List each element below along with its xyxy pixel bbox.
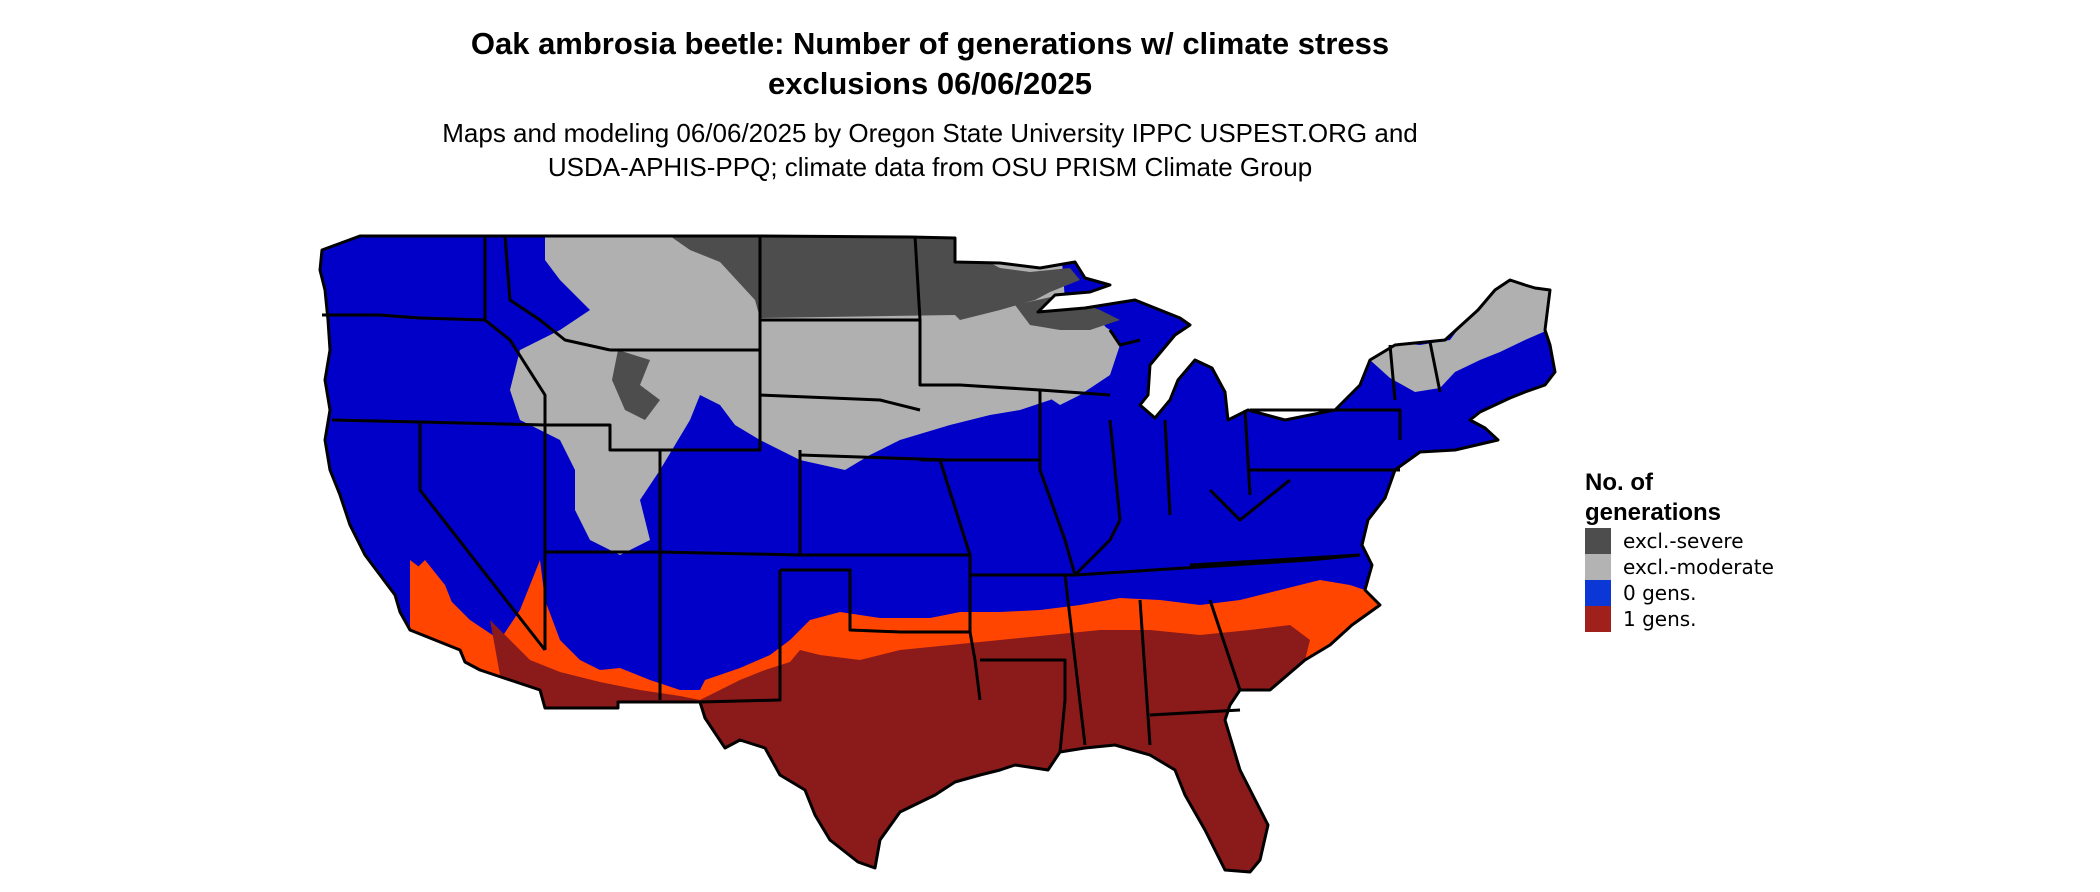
border-pa-ny [1250, 408, 1402, 440]
legend-item-excl-moderate: excl.-moderate [1585, 554, 1905, 580]
border-al-ga [1208, 599, 1242, 691]
border-nm-tx [699, 570, 782, 704]
map-title: Oak ambrosia beetle: Number of generatio… [0, 24, 1860, 104]
border-il-in-ky [1038, 390, 1122, 577]
border-mo-east [938, 459, 982, 701]
legend-title: No. of generations [1585, 468, 1905, 528]
map-header: Oak ambrosia beetle: Number of generatio… [0, 24, 1860, 184]
border-ny-ne [1388, 341, 1442, 401]
legend-item-excl-severe: excl.-severe [1585, 528, 1905, 554]
title-line-2: exclusions 06/06/2025 [767, 66, 1092, 101]
border-ca-nv [418, 422, 547, 651]
border-id-mt [503, 235, 611, 352]
border-wi-il [1039, 388, 1111, 397]
legend-swatch [1585, 580, 1611, 606]
map-subtitle: Maps and modeling 06/06/2025 by Oregon S… [0, 116, 1860, 184]
legend-label: 0 gens. [1623, 581, 1697, 605]
border-ms-al [1063, 574, 1152, 746]
border-ga-fl [1149, 708, 1241, 717]
legend-item-0-gens: 0 gens. [1585, 580, 1905, 606]
subtitle-line-2: USDA-APHIS-PPQ; climate data from OSU PR… [547, 152, 1313, 182]
border-in-oh [1108, 419, 1172, 521]
border-mi [1108, 329, 1141, 347]
legend-swatch [1585, 554, 1611, 580]
legend-title-line-2: generations [1585, 499, 1722, 526]
zone-one-gen-core [490, 620, 1310, 872]
border-wv [1208, 478, 1291, 522]
legend-item-1-gens: 1 gens. [1585, 606, 1905, 632]
legend-title-line-1: No. of [1585, 469, 1653, 496]
border-ar-la [980, 658, 1067, 753]
zone-one-gen-california [410, 560, 455, 615]
border-wy-east [660, 236, 762, 452]
border-ok-tx [780, 568, 970, 634]
subtitle-line-1: Maps and modeling 06/06/2025 by Oregon S… [442, 118, 1418, 148]
legend-swatch [1585, 528, 1611, 554]
border-ut-wy-co [545, 423, 662, 554]
border-oh-pa [1243, 409, 1252, 496]
map-legend: No. of generations excl.-severe excl.-mo… [1585, 468, 1905, 632]
legend-label: excl.-severe [1623, 529, 1744, 553]
border-wa-or [322, 313, 486, 322]
border-mn-ia-east [913, 235, 1041, 392]
border-va-nc [1189, 553, 1361, 567]
border-sd-ne [759, 393, 921, 412]
zone-excl-moderate-northeast [1365, 280, 1550, 392]
legend-label: excl.-moderate [1623, 555, 1774, 579]
legend-swatch [1585, 606, 1611, 632]
title-line-1: Oak ambrosia beetle: Number of generatio… [470, 26, 1390, 61]
zone-excl-severe-wyoming [612, 350, 660, 420]
state-borders [318, 234, 1557, 874]
zone-excl-severe-superior [1015, 295, 1120, 330]
legend-label: 1 gens. [1623, 607, 1697, 631]
border-id [483, 236, 547, 425]
